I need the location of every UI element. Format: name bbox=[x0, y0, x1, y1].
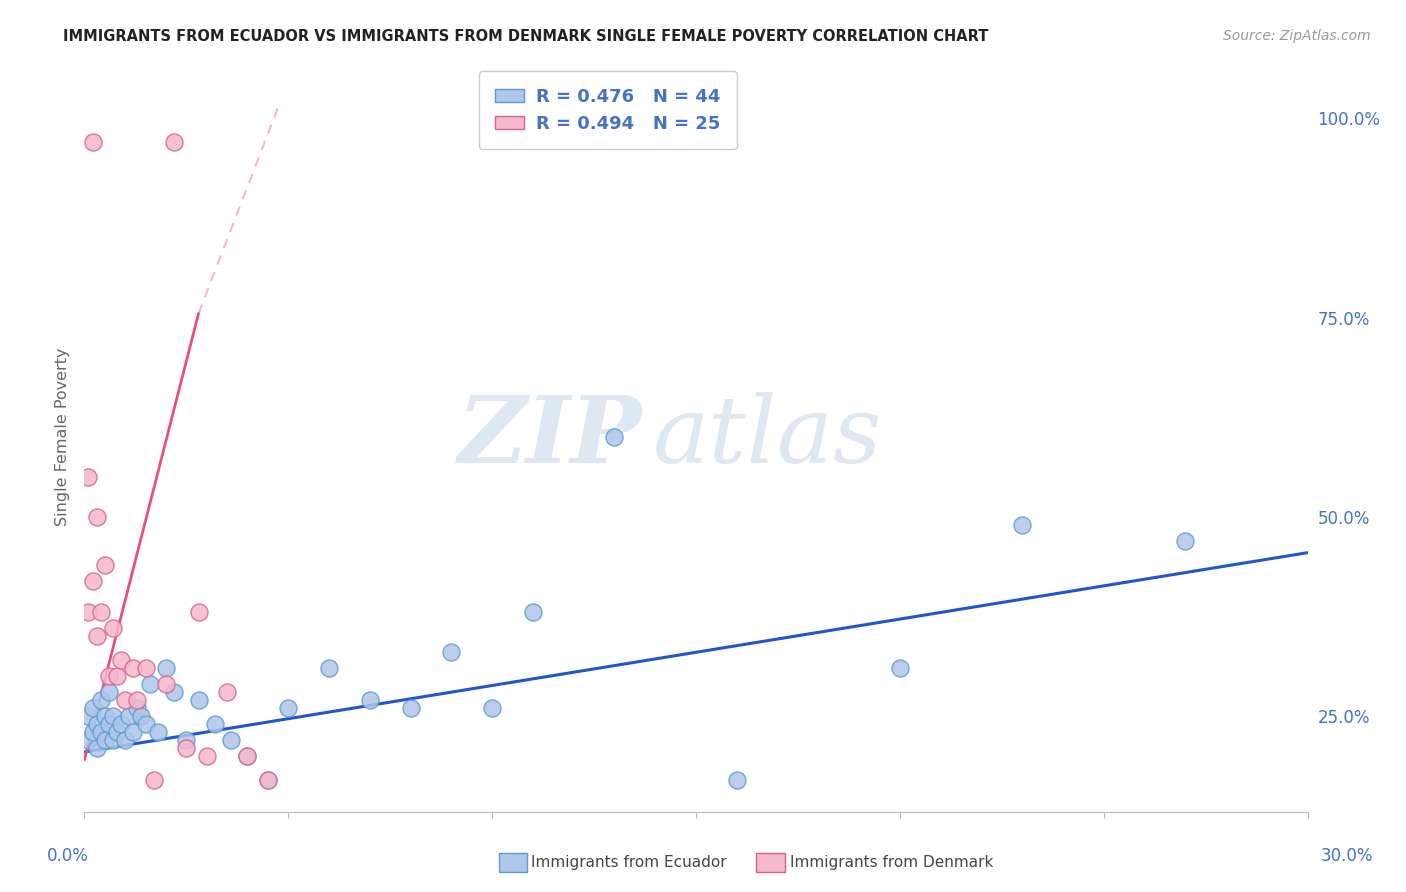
Point bbox=[1174, 533, 1197, 548]
Point bbox=[114, 693, 136, 707]
Point bbox=[77, 470, 100, 484]
Point bbox=[77, 606, 100, 620]
Point bbox=[138, 677, 160, 691]
Point bbox=[86, 741, 108, 756]
Point bbox=[118, 709, 141, 723]
Text: Immigrants from Ecuador: Immigrants from Ecuador bbox=[531, 855, 727, 870]
Point bbox=[217, 685, 239, 699]
Point bbox=[105, 669, 128, 683]
Point bbox=[82, 574, 104, 588]
Text: 30.0%: 30.0% bbox=[1320, 847, 1374, 865]
Text: ZIP: ZIP bbox=[457, 392, 641, 482]
Point bbox=[174, 733, 197, 747]
Text: IMMIGRANTS FROM ECUADOR VS IMMIGRANTS FROM DENMARK SINGLE FEMALE POVERTY CORRELA: IMMIGRANTS FROM ECUADOR VS IMMIGRANTS FR… bbox=[63, 29, 988, 44]
Point bbox=[127, 693, 149, 707]
Text: 0.0%: 0.0% bbox=[46, 847, 89, 865]
Text: Source: ZipAtlas.com: Source: ZipAtlas.com bbox=[1223, 29, 1371, 43]
Point bbox=[82, 725, 104, 739]
Point bbox=[97, 669, 120, 683]
Point bbox=[318, 661, 340, 675]
Point bbox=[163, 135, 186, 149]
Point bbox=[127, 701, 149, 715]
Point bbox=[93, 709, 115, 723]
Point bbox=[90, 725, 112, 739]
Point bbox=[440, 645, 463, 659]
Point bbox=[236, 748, 259, 763]
Point bbox=[522, 606, 544, 620]
Point bbox=[77, 733, 100, 747]
Point bbox=[174, 741, 197, 756]
Point bbox=[86, 629, 108, 643]
Point bbox=[163, 685, 186, 699]
Point bbox=[257, 772, 280, 787]
Point bbox=[155, 677, 177, 691]
Point bbox=[359, 693, 381, 707]
Point bbox=[195, 748, 218, 763]
Point bbox=[110, 717, 132, 731]
Point bbox=[93, 558, 115, 572]
Point bbox=[135, 661, 157, 675]
Point bbox=[135, 717, 157, 731]
Point bbox=[122, 661, 145, 675]
Point bbox=[155, 661, 177, 675]
Point bbox=[399, 701, 422, 715]
Point bbox=[97, 717, 120, 731]
Point bbox=[90, 693, 112, 707]
Point bbox=[93, 733, 115, 747]
Point bbox=[204, 717, 226, 731]
Point bbox=[97, 685, 120, 699]
Point bbox=[101, 709, 124, 723]
Point bbox=[187, 606, 209, 620]
Point bbox=[236, 748, 259, 763]
Point bbox=[257, 772, 280, 787]
Point bbox=[219, 733, 242, 747]
Point bbox=[82, 135, 104, 149]
Point bbox=[481, 701, 503, 715]
Point bbox=[142, 772, 165, 787]
Point bbox=[146, 725, 169, 739]
Legend: R = 0.476   N = 44, R = 0.494   N = 25: R = 0.476 N = 44, R = 0.494 N = 25 bbox=[478, 71, 737, 149]
Point bbox=[725, 772, 748, 787]
Point bbox=[101, 733, 124, 747]
Point bbox=[122, 725, 145, 739]
Text: atlas: atlas bbox=[654, 392, 883, 482]
Point bbox=[131, 709, 153, 723]
Point bbox=[603, 430, 626, 444]
Point bbox=[1011, 517, 1033, 532]
Point bbox=[86, 509, 108, 524]
Point bbox=[110, 653, 132, 667]
Point bbox=[187, 693, 209, 707]
Point bbox=[77, 709, 100, 723]
Point bbox=[889, 661, 911, 675]
Point bbox=[101, 621, 124, 635]
Point bbox=[105, 725, 128, 739]
Point bbox=[277, 701, 299, 715]
Point bbox=[86, 717, 108, 731]
Y-axis label: Single Female Poverty: Single Female Poverty bbox=[55, 348, 70, 526]
Point bbox=[82, 701, 104, 715]
Point bbox=[90, 606, 112, 620]
Text: Immigrants from Denmark: Immigrants from Denmark bbox=[790, 855, 994, 870]
Point bbox=[114, 733, 136, 747]
